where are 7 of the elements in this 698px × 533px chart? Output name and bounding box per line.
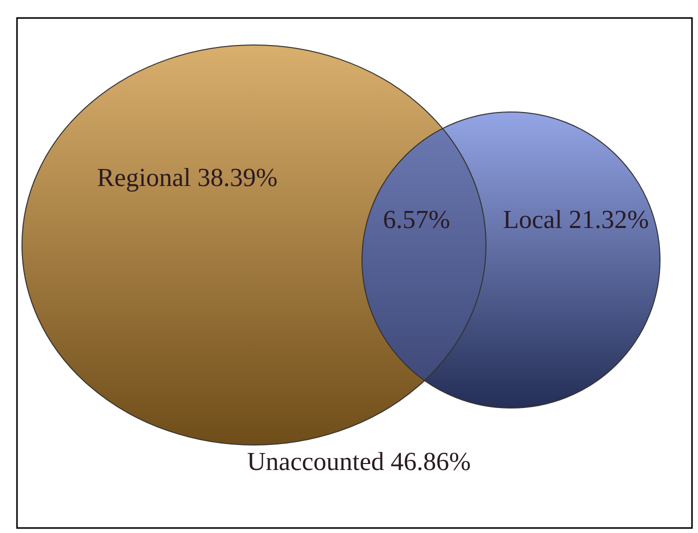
category-label: Unaccounted [247,447,391,476]
category-label: Regional [97,163,198,192]
data-label: 46.86% [390,447,471,476]
data-label: 21.32% [568,205,649,234]
category-label: Local [503,205,569,234]
data-label: 6.57% [383,205,450,234]
data-label: 38.39% [197,163,278,192]
